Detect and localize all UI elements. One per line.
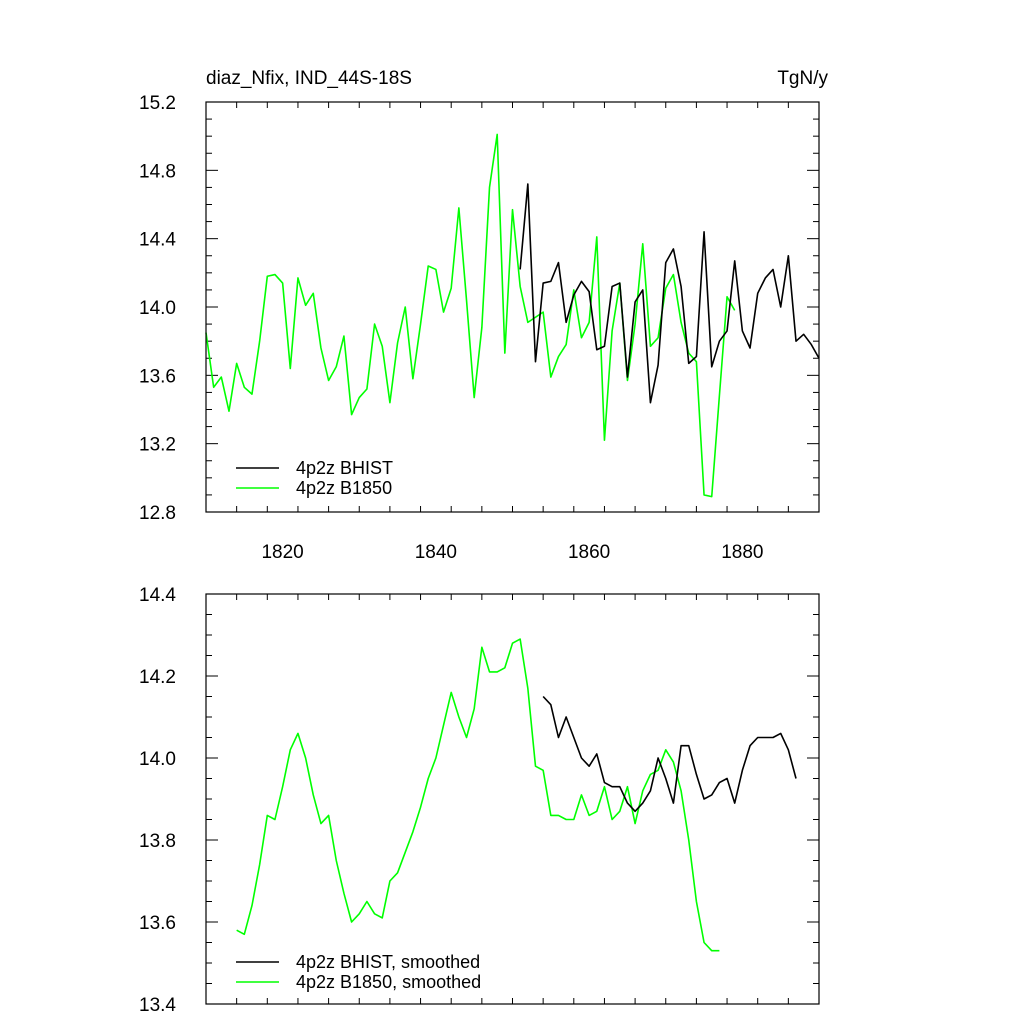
y-tick-label: 13.2 bbox=[139, 435, 176, 456]
units-label: TgN/y bbox=[777, 68, 828, 89]
legend-label: 4p2z BHIST, smoothed bbox=[296, 952, 480, 972]
y-tick-label: 13.6 bbox=[139, 366, 176, 387]
x-tick-label: 1860 bbox=[568, 542, 610, 563]
x-tick-label: 1820 bbox=[261, 542, 303, 563]
legend-label: 4p2z B1850 bbox=[296, 478, 392, 498]
series-line-b1850 bbox=[205, 133, 736, 498]
legend-label: 4p2z B1850, smoothed bbox=[296, 972, 481, 992]
y-tick-label: 14.4 bbox=[139, 230, 176, 251]
y-tick-label: 13.4 bbox=[139, 995, 176, 1016]
legend-label: 4p2z BHIST bbox=[296, 458, 393, 478]
x-tick-label: 1880 bbox=[721, 542, 763, 563]
series-line-bhist bbox=[519, 183, 820, 404]
y-tick-label: 14.2 bbox=[139, 667, 176, 688]
x-tick-label: 1840 bbox=[415, 542, 457, 563]
y-tick-label: 14.0 bbox=[139, 298, 176, 319]
bottom-panel: 13.4 13.6 13.8 14.0 14.2 14.4 4p2z BHIST, smo… bbox=[139, 585, 820, 1016]
top-panel: diaz_Nfix, IND_44S-18S TgN/y 1820 1840 186… bbox=[139, 68, 828, 563]
series-line-bhist bbox=[542, 695, 797, 813]
y-tick-label: 13.6 bbox=[139, 913, 176, 934]
y-tick-label: 13.8 bbox=[139, 831, 176, 852]
top-plot-frame bbox=[205, 101, 820, 513]
y-tick-label: 12.8 bbox=[139, 503, 176, 524]
bottom-series-lines bbox=[236, 638, 797, 952]
bottom-plot-frame bbox=[205, 593, 820, 1005]
top-series-lines bbox=[205, 133, 820, 498]
top-axis-ticks: 1820 1840 1860 1880 12.8 13.2 13.6 14.0 14.4 14.8… bbox=[139, 93, 820, 563]
chart-title: diaz_Nfix, IND_44S-18S bbox=[206, 68, 412, 89]
y-tick-label: 15.2 bbox=[139, 93, 176, 114]
y-tick-label: 14.0 bbox=[139, 749, 176, 770]
y-tick-label: 14.4 bbox=[139, 585, 176, 606]
y-tick-label: 14.8 bbox=[139, 161, 176, 182]
